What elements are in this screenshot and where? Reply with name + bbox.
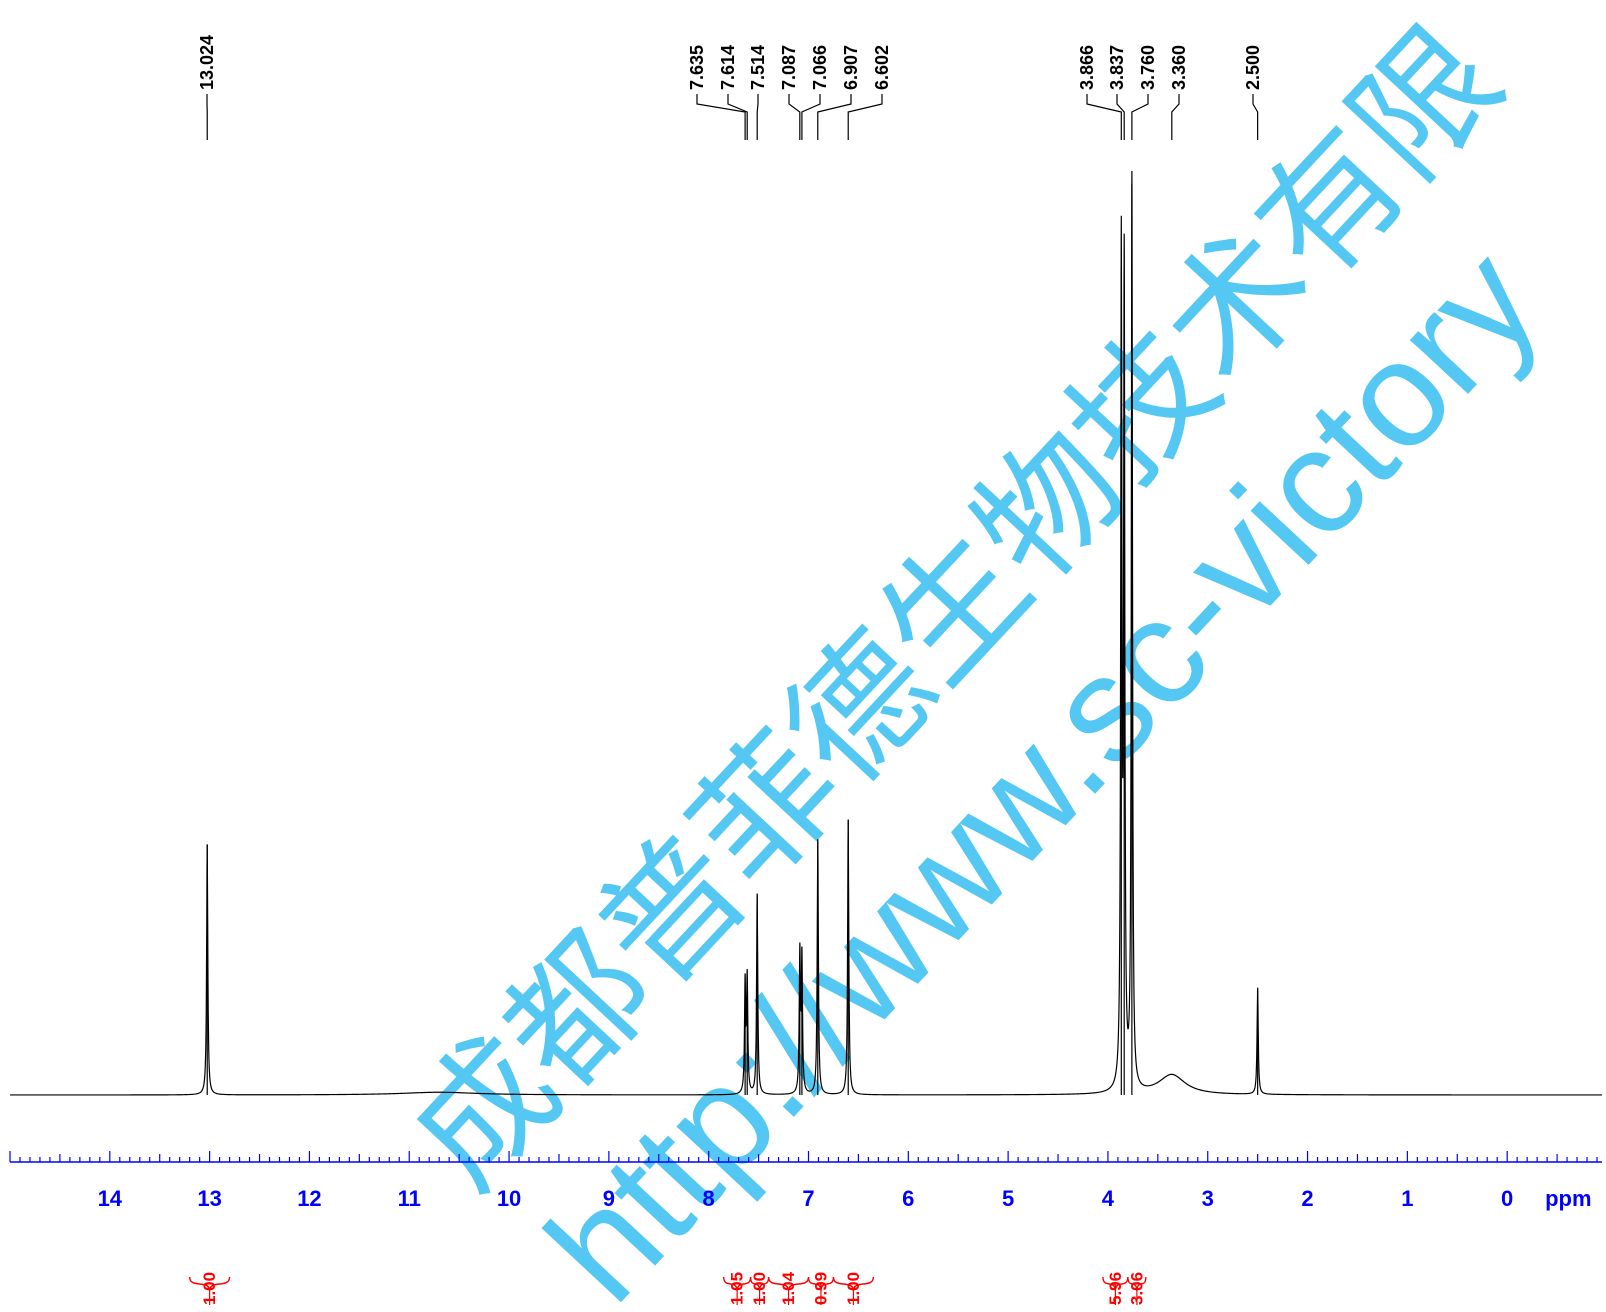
tick-label-12: 12 — [297, 1186, 321, 1211]
tick-label-11: 11 — [398, 1186, 421, 1211]
tick-label-10: 10 — [497, 1186, 521, 1211]
integral-label-4: 0.99 — [811, 1272, 830, 1305]
tick-label-13: 13 — [197, 1186, 221, 1211]
tick-label-0: 0 — [1501, 1186, 1513, 1211]
peak-label-6: 6.907 — [841, 45, 861, 90]
tick-label-6: 6 — [902, 1186, 914, 1211]
peak-leader-6 — [818, 94, 851, 140]
peak-label-4: 7.087 — [779, 45, 799, 90]
peak-leader-8 — [1087, 94, 1121, 140]
integral-label-5: 1.00 — [844, 1272, 863, 1305]
integral-label-3: 1.04 — [779, 1271, 798, 1305]
integral-label-1: 1.05 — [728, 1272, 747, 1305]
integral-label-6: 5.96 — [1106, 1272, 1125, 1305]
peak-leader-9 — [1117, 94, 1124, 140]
integral-label-7: 3.06 — [1127, 1272, 1146, 1305]
peak-leader-2 — [728, 94, 747, 140]
tick-label-4: 4 — [1102, 1186, 1115, 1211]
peak-leader-4 — [789, 94, 800, 140]
peak-label-0: 13.024 — [197, 35, 217, 90]
tick-label-7: 7 — [802, 1186, 814, 1211]
peak-leader-1 — [697, 94, 745, 140]
peak-leader-10 — [1132, 94, 1148, 140]
tick-label-3: 3 — [1202, 1186, 1214, 1211]
integral-label-0: 1.00 — [200, 1272, 219, 1305]
peak-label-9: 3.837 — [1107, 45, 1127, 90]
watermark-chinese-text: 成都普菲德生物技术有限 — [379, 0, 1532, 1218]
peak-label-11: 3.360 — [1169, 45, 1189, 90]
tick-label-1: 1 — [1401, 1186, 1413, 1211]
tick-label-14: 14 — [98, 1186, 123, 1211]
peak-label-1: 7.635 — [687, 45, 707, 90]
tick-label-8: 8 — [703, 1186, 715, 1211]
watermark: 成都普菲德生物技术有限 http://www.sc-victory — [379, 0, 1570, 1307]
peak-label-10: 3.760 — [1138, 45, 1158, 90]
tick-label-9: 9 — [603, 1186, 615, 1211]
peak-leader-12 — [1253, 94, 1258, 140]
peak-leader-3 — [757, 94, 758, 140]
peak-label-7: 6.602 — [872, 45, 892, 90]
peak-label-2: 7.614 — [718, 45, 738, 90]
peak-label-8: 3.866 — [1077, 45, 1097, 90]
peak-label-12: 2.500 — [1243, 45, 1263, 90]
x-axis-label: ppm — [1545, 1186, 1591, 1211]
peak-label-5: 7.066 — [810, 45, 830, 90]
peak-labels: 13.024 7.635 7.614 7.514 7.087 7.066 6.907 6.60… — [197, 35, 1263, 140]
peak-leader-11 — [1172, 94, 1179, 140]
peak-label-3: 7.514 — [748, 45, 768, 90]
watermark-url-text: http://www.sc-victory — [514, 217, 1569, 1307]
integral-label-2: 1.00 — [750, 1272, 769, 1305]
tick-label-5: 5 — [1002, 1186, 1014, 1211]
peak-leader-7 — [848, 94, 882, 140]
tick-label-2: 2 — [1301, 1186, 1313, 1211]
